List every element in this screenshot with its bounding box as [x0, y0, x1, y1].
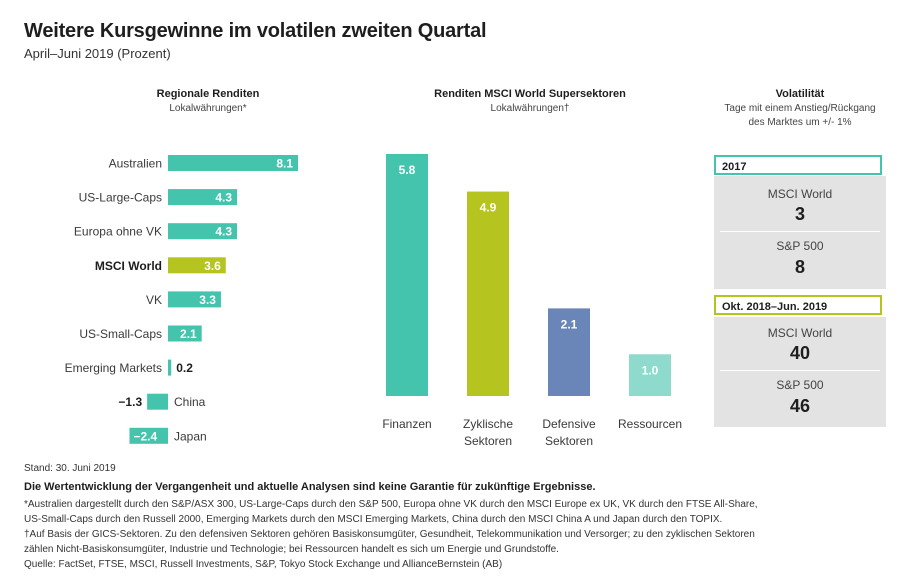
bar-us-small-caps [168, 325, 202, 342]
category-label-europa-ohne-vk: Europa ohne VK [74, 225, 162, 239]
sector-panel-subtitle: Lokalwährungen† [490, 103, 570, 114]
volatility-subtitle-line-2: des Marktes um +/- 1% [748, 117, 852, 128]
bar-ressourcen [629, 354, 671, 396]
category-label-emerging-markets: Emerging Markets [65, 361, 162, 375]
bar-zyklische-sektoren [467, 191, 509, 396]
volatility-recent-sp-value: 46 [789, 396, 811, 416]
category-label-ressourcen-1: Ressourcen [618, 417, 682, 431]
charts-svg: Australien 8.1 US-Large-Caps 4.3 Europa ohne… [65, 154, 682, 448]
category-label-japan: Japan [174, 429, 207, 443]
bar-australien [168, 155, 299, 171]
value-label-msci-world: 3.6 [204, 259, 221, 273]
volatility-2017-msci-name: MSCI World [767, 187, 833, 201]
value-label-emerging-markets: 0.2 [176, 361, 193, 375]
volatility-period-recent: Okt. 2018–Jun. 2019 [714, 295, 882, 315]
value-label-zyklische-sektoren: 4.9 [480, 201, 497, 215]
volatility-subtitle-line-1: Tage mit einem Anstieg/Rückgang [724, 103, 876, 114]
volatility-recent-separator [720, 370, 880, 371]
footer-note-1b: US-Small-Caps durch den Russell 2000, Em… [24, 514, 723, 525]
volatility-period-2017: 2017 [714, 155, 882, 175]
volatility-recent-msci-name: MSCI World [767, 326, 833, 340]
footer-disclaimer: Die Wertentwicklung der Vergangenheit un… [24, 481, 596, 493]
bar-china [147, 393, 168, 410]
footer-note-2a: †Auf Basis der GICS-Sektoren. Zu den def… [24, 529, 755, 540]
bar-msci-world [168, 257, 226, 274]
bar-emerging-markets [168, 359, 172, 376]
category-label-msci-world: MSCI World [95, 259, 162, 273]
chart-title: Weitere Kursgewinne im volatilen zweiten… [24, 20, 487, 42]
footer-date: Stand: 30. Juni 2019 [24, 463, 116, 474]
category-label-finanzen-1: Finanzen [382, 417, 431, 431]
footer-note-1a: *Australien dargestellt durch den S&P/AS… [24, 499, 758, 510]
value-label-china: −1.3 [118, 395, 142, 409]
value-label-japan: −2.4 [133, 429, 157, 443]
volatility-recent-msci-value: 40 [789, 343, 811, 363]
volatility-box-2017 [714, 176, 886, 289]
value-label-us-small-caps: 2.1 [180, 327, 197, 341]
footer-source: Quelle: FactSet, FTSE, MSCI, Russell Inv… [24, 559, 503, 570]
category-label-zyklische-sektoren-2: Sektoren [464, 434, 512, 448]
volatility-2017-sp-value: 8 [794, 257, 805, 277]
category-label-vk: VK [146, 293, 162, 307]
regional-returns-chart: Australien 8.1 US-Large-Caps 4.3 Europa ohne… [65, 155, 299, 444]
volatility-2017-separator [720, 231, 880, 232]
bar-finanzen [386, 154, 428, 396]
volatility-2017-sp-name: S&P 500 [776, 239, 824, 253]
bar-europa-ohne-vk [168, 223, 238, 240]
category-label-zyklische-sektoren-1: Zyklische [463, 417, 513, 431]
volatility-panel-title: Volatilität [775, 88, 825, 100]
category-label-australien: Australien [109, 157, 162, 171]
value-label-vk: 3.3 [199, 293, 216, 307]
category-label-us-small-caps: US-Small-Caps [79, 327, 162, 341]
bar-us-large-caps [168, 189, 238, 206]
chart-subtitle: April–Juni 2019 (Prozent) [24, 46, 171, 61]
volatility-2017-msci-value: 3 [794, 204, 805, 224]
volatility-box-recent [714, 317, 886, 427]
regional-panel-title: Regionale Renditen [156, 88, 260, 100]
value-label-europa-ohne-vk: 4.3 [215, 225, 232, 239]
bar-defensive-sektoren [548, 308, 590, 396]
category-label-defensive-sektoren-1: Defensive [542, 417, 596, 431]
value-label-ressourcen: 1.0 [642, 363, 659, 377]
value-label-defensive-sektoren: 2.1 [561, 317, 578, 331]
regional-panel-subtitle: Lokalwährungen* [169, 103, 247, 114]
sector-panel-title: Renditen MSCI World Supersektoren [434, 88, 626, 100]
category-label-us-large-caps: US-Large-Caps [79, 191, 162, 205]
category-label-defensive-sektoren-2: Sektoren [545, 434, 593, 448]
category-label-china: China [174, 395, 206, 409]
bar-vk [168, 291, 221, 308]
bar-japan [129, 427, 168, 444]
footer-note-2b: zählen Nicht-Basiskonsumgüter, Industrie… [24, 544, 559, 555]
sector-returns-chart: 5.8 Finanzen 4.9 Zyklische Sektoren 2.1 Defens… [382, 154, 682, 448]
volatility-recent-sp-name: S&P 500 [776, 378, 824, 392]
value-label-finanzen: 5.8 [399, 163, 416, 177]
value-label-us-large-caps: 4.3 [215, 191, 232, 205]
value-label-australien: 8.1 [276, 157, 293, 171]
